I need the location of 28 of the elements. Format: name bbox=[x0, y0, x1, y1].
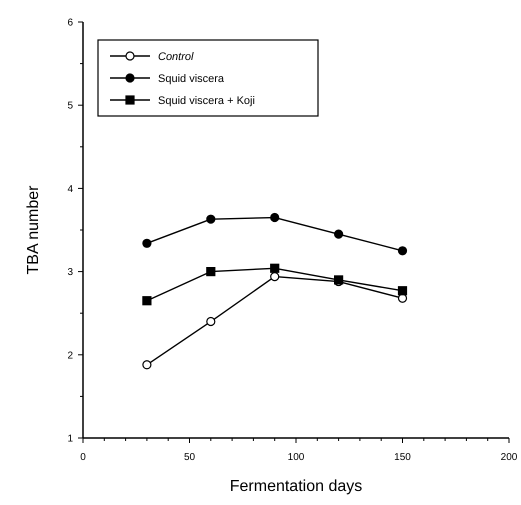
point bbox=[142, 238, 152, 248]
x-tick-label: 50 bbox=[184, 452, 196, 463]
legend-label: Squid viscera bbox=[158, 73, 225, 85]
point bbox=[398, 286, 408, 296]
y-tick-label: 1 bbox=[67, 434, 74, 444]
x-tick-label: 200 bbox=[500, 452, 518, 463]
y-axis-title: TBA number bbox=[25, 184, 42, 274]
x-tick-label: 150 bbox=[394, 452, 412, 463]
point bbox=[142, 360, 152, 370]
point bbox=[206, 267, 216, 276]
x-tick-label: 100 bbox=[288, 452, 305, 463]
point bbox=[270, 272, 280, 282]
point bbox=[334, 230, 344, 239]
point bbox=[270, 212, 280, 222]
legend-label: Squid viscera + Koji bbox=[158, 95, 255, 107]
x-tick-label: 0 bbox=[80, 452, 86, 463]
legend-label: Control bbox=[158, 51, 194, 63]
x-axis-title: Fermentation days bbox=[230, 478, 362, 495]
y-tick-label: 6 bbox=[67, 18, 74, 28]
point bbox=[270, 264, 280, 273]
point bbox=[142, 296, 152, 306]
point bbox=[398, 246, 408, 256]
y-tick-label: 4 bbox=[67, 184, 74, 195]
point bbox=[206, 316, 216, 326]
y-tick-label: 3 bbox=[67, 267, 74, 278]
point bbox=[206, 214, 216, 224]
y-tick-label: 2 bbox=[67, 350, 74, 362]
y-tick-label: 5 bbox=[67, 100, 74, 112]
